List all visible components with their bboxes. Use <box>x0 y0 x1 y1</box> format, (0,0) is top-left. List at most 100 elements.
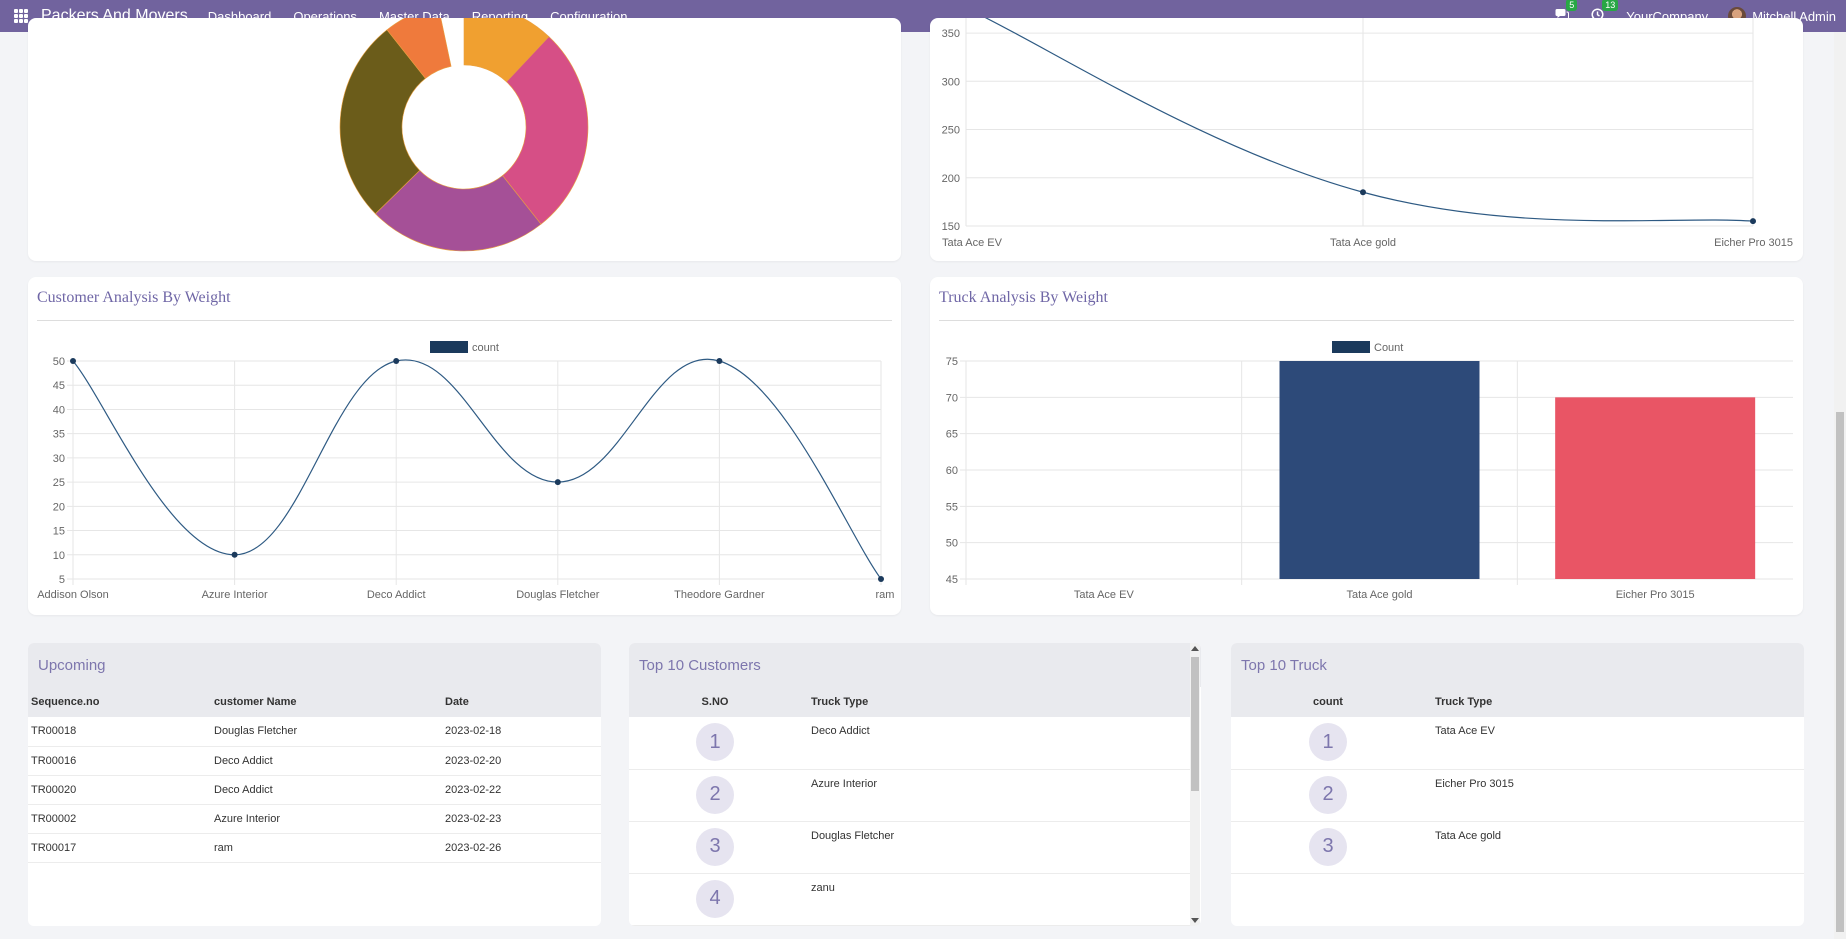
table-row[interactable]: 2 Azure Interior <box>629 769 1190 822</box>
donut-chart-card <box>28 18 901 261</box>
rank-badge: 3 <box>696 827 734 866</box>
page-scrollbar[interactable] <box>1834 32 1846 939</box>
truck-cell: Tata Ace gold <box>1425 821 1804 874</box>
column-header[interactable]: count <box>1231 687 1425 717</box>
column-header[interactable]: Sequence.no <box>28 687 211 717</box>
donut-slice <box>386 18 452 79</box>
data-point <box>393 358 400 364</box>
x-tick-label: ram <box>876 589 895 601</box>
column-header[interactable]: Truck Type <box>801 687 1190 717</box>
customer-cell: Azure Interior <box>801 769 1190 822</box>
customer-cell: ram <box>211 833 442 863</box>
date-cell: 2023-02-18 <box>442 717 601 747</box>
data-point <box>1360 189 1366 196</box>
table-row[interactable]: 3 Douglas Fletcher <box>629 821 1190 874</box>
table-row[interactable]: 2 Eicher Pro 3015 <box>1231 769 1804 822</box>
y-tick-label: 200 <box>942 173 960 185</box>
donut-slice <box>339 29 426 215</box>
customer-cell: Douglas Fletcher <box>801 821 1190 874</box>
table-row[interactable]: 1 Tata Ace EV <box>1231 717 1804 770</box>
x-tick-label: Tata Ace gold <box>1330 237 1396 249</box>
table-row[interactable]: TR00002 Azure Interior 2023-02-23 <box>28 804 601 834</box>
y-tick-label: 350 <box>942 28 960 40</box>
x-tick-label: Deco Addict <box>367 589 426 601</box>
y-tick-label: 15 <box>53 526 65 538</box>
sequence-cell: TR00018 <box>28 717 211 747</box>
y-tick-label: 10 <box>53 550 65 562</box>
x-tick-label: Tata Ace EV <box>1074 589 1135 601</box>
bar <box>1279 361 1480 579</box>
upcoming-card: Upcoming Sequence.no customer Name Date … <box>28 643 601 926</box>
sequence-cell: TR00017 <box>28 833 211 863</box>
sequence-cell: TR00016 <box>28 746 211 776</box>
truck-line-chart: 150 200 250 300 350 Tata Ace EV Tata Ace gold E… <box>942 18 1793 249</box>
column-header[interactable]: S.NO <box>629 687 801 717</box>
y-tick-label: 45 <box>53 380 65 392</box>
truck-weight-chart: Count 45 50 55 60 65 70 75 Tata Ace EV Tata Ace g… <box>946 341 1793 601</box>
top-customers-card: Top 10 Customers S.NO Truck Type 1 Deco A… <box>629 643 1201 926</box>
y-tick-label: 60 <box>946 465 958 477</box>
scrollbar-thumb[interactable] <box>1191 657 1199 791</box>
table-row[interactable]: 3 Tata Ace gold <box>1231 821 1804 874</box>
top-customers-scrollbar[interactable] <box>1190 643 1200 926</box>
column-header[interactable]: customer Name <box>211 687 442 717</box>
customer-cell: zanu <box>801 873 1190 926</box>
customer-cell: Deco Addict <box>211 746 442 776</box>
y-tick-label: 55 <box>946 501 958 513</box>
scroll-up-arrow[interactable] <box>1191 646 1199 651</box>
table-row[interactable]: TR00018 Douglas Fletcher 2023-02-18 <box>28 717 601 747</box>
table-row[interactable]: TR00020 Deco Addict 2023-02-22 <box>28 775 601 805</box>
customer-cell: Deco Addict <box>801 717 1190 770</box>
column-header[interactable]: Date <box>442 687 601 717</box>
legend-swatch <box>1332 341 1370 353</box>
y-tick-label: 5 <box>59 574 65 586</box>
data-point <box>231 551 238 558</box>
date-cell: 2023-02-26 <box>442 833 601 863</box>
data-point <box>70 358 76 364</box>
legend-label: Count <box>1374 342 1403 354</box>
customer-weight-title: Customer Analysis By Weight <box>37 289 231 306</box>
customer-cell: Deco Addict <box>211 775 442 805</box>
upcoming-title: Upcoming <box>28 643 601 687</box>
donut-slice <box>374 169 542 252</box>
x-tick-label: Azure Interior <box>202 589 268 601</box>
sequence-cell: TR00002 <box>28 804 211 834</box>
rank-badge: 2 <box>1309 775 1347 814</box>
y-tick-label: 150 <box>942 221 960 233</box>
data-point <box>878 576 884 582</box>
y-tick-label: 45 <box>946 574 958 586</box>
date-cell: 2023-02-22 <box>442 775 601 805</box>
column-header[interactable]: Truck Type <box>1425 687 1804 717</box>
customer-weight-card: Customer Analysis By Weight count 5 10 15 20… <box>28 277 901 615</box>
y-tick-label: 70 <box>946 392 958 404</box>
top-customers-table: S.NO Truck Type 1 Deco Addict 2 Azure Inte… <box>629 687 1190 926</box>
y-tick-label: 25 <box>53 477 65 489</box>
table-row[interactable]: TR00016 Deco Addict 2023-02-20 <box>28 746 601 776</box>
legend-swatch <box>430 341 468 353</box>
upcoming-table: Sequence.no customer Name Date TR00018 Do… <box>28 687 601 863</box>
truck-weight-title: Truck Analysis By Weight <box>939 289 1108 306</box>
table-row[interactable]: 1 Deco Addict <box>629 717 1190 770</box>
scroll-down-arrow[interactable] <box>1191 918 1199 923</box>
y-tick-label: 65 <box>946 429 958 441</box>
x-tick-label: Douglas Fletcher <box>516 589 599 601</box>
data-point <box>716 358 723 364</box>
customer-weight-chart: count 5 10 15 20 25 30 35 40 45 50 Addison Olson Azu… <box>37 341 895 601</box>
x-tick-label: Eicher Pro 3015 <box>1616 589 1695 601</box>
table-row[interactable]: TR00017 ram 2023-02-26 <box>28 833 601 863</box>
rank-badge: 1 <box>1309 723 1347 761</box>
truck-line-chart-card: 150 200 250 300 350 Tata Ace EV Tata Ace gold E… <box>930 18 1803 261</box>
page-scrollbar-thumb[interactable] <box>1836 412 1844 932</box>
apps-grid-icon[interactable] <box>14 9 28 23</box>
truck-cell: Tata Ace EV <box>1425 717 1804 770</box>
y-tick-label: 75 <box>946 356 958 368</box>
data-point <box>1750 218 1756 225</box>
legend-label: count <box>472 342 499 354</box>
top-trucks-table: count Truck Type 1 Tata Ace EV 2 Eicher Pr… <box>1231 687 1804 874</box>
top-trucks-card: Top 10 Truck count Truck Type 1 Tata Ace … <box>1231 643 1804 926</box>
y-tick-label: 250 <box>942 125 960 137</box>
customer-cell: Douglas Fletcher <box>211 717 442 747</box>
table-row[interactable]: 4 zanu <box>629 873 1190 926</box>
messages-badge: 5 <box>1566 0 1578 11</box>
date-cell: 2023-02-20 <box>442 746 601 776</box>
